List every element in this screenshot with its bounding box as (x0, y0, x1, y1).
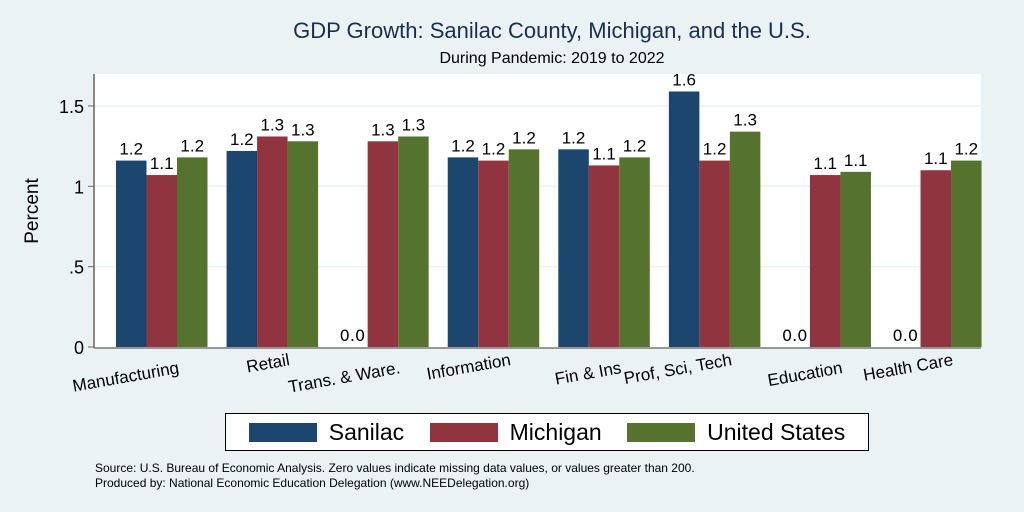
legend-swatch (248, 422, 317, 442)
legend: Sanilac Michigan United States (225, 413, 869, 451)
data-label: 1.2 (119, 140, 143, 159)
y-tick-label: 1 (74, 177, 84, 197)
x-tick-label: Manufacturing (71, 358, 180, 395)
data-label: 1.3 (733, 111, 757, 130)
data-label: 1.3 (291, 120, 315, 139)
bar-michigan (588, 165, 620, 347)
x-tick-label: Education (766, 358, 844, 390)
bar-united-states (951, 160, 982, 347)
x-tick-label: Retail (245, 350, 291, 376)
data-label: 0.0 (340, 326, 365, 345)
data-label: 0.0 (782, 326, 807, 345)
chart-subtitle: During Pandemic: 2019 to 2022 (439, 50, 665, 67)
bar-united-states (177, 157, 208, 347)
x-tick-label: Information (425, 350, 512, 383)
data-label: 1.2 (482, 140, 506, 159)
y-tick-label: 0 (74, 338, 84, 358)
x-tick-label: Trans. & Ware. (287, 358, 402, 396)
bar-united-states (840, 171, 871, 347)
bar-sanilac (447, 157, 479, 347)
bar-united-states (508, 149, 540, 347)
data-label: 1.2 (230, 130, 254, 149)
data-label: 1.2 (954, 140, 978, 159)
bar-michigan (367, 141, 399, 347)
bar-united-states (729, 131, 761, 347)
legend-item-michigan: Michigan (429, 418, 602, 446)
bar-michigan (146, 175, 177, 347)
x-tick-label: Health Care (862, 350, 955, 384)
x-tick-label: Fin & Ins (553, 358, 622, 388)
legend-item-sanilac: Sanilac (248, 418, 405, 446)
legend-label: United States (707, 418, 846, 445)
data-label: 1.1 (592, 144, 616, 163)
y-axis-label: Percent (22, 178, 43, 244)
bar-michigan (809, 175, 841, 347)
legend-swatch (429, 422, 498, 442)
data-label: 1.6 (672, 70, 696, 89)
bar-sanilac (226, 150, 258, 347)
bar-united-states (398, 136, 429, 347)
data-label: 1.3 (261, 115, 285, 134)
data-label: 1.3 (402, 115, 426, 134)
data-label: 0.0 (893, 326, 918, 345)
bar-sanilac (558, 149, 589, 347)
y-tick-label: .5 (69, 258, 84, 278)
data-label: 1.1 (844, 151, 868, 170)
data-label: 1.2 (562, 128, 586, 147)
bar-michigan (920, 170, 952, 347)
y-tick-label: 1.5 (59, 97, 84, 117)
data-label: 1.1 (813, 154, 837, 173)
legend-swatch (627, 422, 696, 442)
data-label: 1.2 (623, 136, 647, 155)
bar-sanilac (116, 160, 147, 347)
bar-united-states (619, 157, 650, 347)
bar-michigan (478, 160, 509, 347)
data-label: 1.1 (924, 149, 948, 168)
legend-label: Sanilac (328, 418, 405, 445)
produced-by-note: Produced by: National Economic Education… (95, 476, 530, 490)
legend-item-united-states: United States (627, 419, 845, 446)
data-label: 1.1 (150, 154, 174, 173)
data-label: 1.2 (703, 140, 727, 159)
bar-sanilac (668, 91, 700, 347)
legend-label: Michigan (509, 418, 602, 445)
bar-united-states (287, 141, 319, 347)
chart-title: GDP Growth: Sanilac County, Michigan, an… (293, 18, 811, 43)
bar-michigan (699, 160, 730, 347)
x-tick-label: Prof, Sci, Tech (622, 350, 733, 388)
bar-michigan (257, 136, 288, 347)
source-note: Source: U.S. Bureau of Economic Analysis… (95, 461, 695, 475)
data-label: 1.2 (180, 136, 204, 155)
data-label: 1.2 (451, 136, 475, 155)
data-label: 1.2 (512, 128, 536, 147)
data-label: 1.3 (371, 120, 395, 139)
